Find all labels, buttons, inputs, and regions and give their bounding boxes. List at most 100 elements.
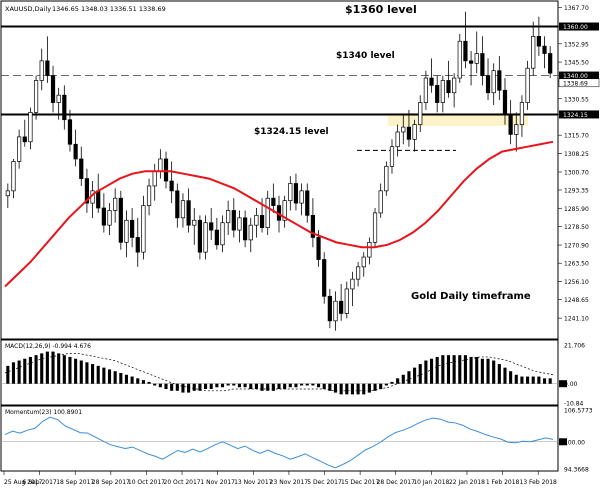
momentum-tick-label: 106.5773 bbox=[564, 408, 593, 415]
price-tick-label: 1263.50 bbox=[564, 261, 589, 268]
candle-bull bbox=[226, 210, 231, 224]
candle-bull bbox=[531, 35, 536, 69]
candle-bull bbox=[141, 205, 146, 253]
candle-bear bbox=[463, 40, 468, 62]
candle-bull bbox=[452, 77, 457, 94]
x-tick-label: 25 Aug 2017 bbox=[4, 479, 43, 486]
candle-bull bbox=[367, 242, 372, 258]
momentum-base-tag bbox=[559, 438, 567, 446]
price-tick-label: 1352.95 bbox=[564, 41, 589, 48]
price-tick-label: 1241.10 bbox=[564, 316, 589, 323]
candle-bull bbox=[372, 212, 378, 243]
momentum-panel-border bbox=[0, 405, 559, 472]
level-tag bbox=[559, 71, 599, 80]
candle-bull bbox=[288, 183, 293, 202]
moving-average-line bbox=[4, 140, 554, 288]
candle-bear bbox=[186, 200, 191, 226]
candle-bull bbox=[146, 185, 152, 206]
current-price-tag bbox=[558, 78, 600, 88]
candle-bull bbox=[237, 217, 242, 231]
candle-bull bbox=[11, 161, 16, 192]
candle-bull bbox=[28, 112, 33, 143]
candle-bear bbox=[497, 70, 502, 91]
candle-bull bbox=[124, 219, 129, 243]
candle-bear bbox=[130, 219, 135, 238]
candle-bear bbox=[310, 215, 315, 238]
candle-bull bbox=[39, 60, 44, 81]
macd-title: MACD(12,26,9) -0.994 4.676 bbox=[5, 343, 91, 350]
candle-bull bbox=[220, 222, 225, 246]
candle-bull bbox=[491, 70, 496, 94]
price-tick-label: 1270.90 bbox=[564, 243, 589, 250]
x-tick-label: 5 Dec 2017 bbox=[307, 479, 342, 486]
candle-bull bbox=[180, 200, 186, 219]
candle-bear bbox=[50, 75, 56, 103]
price-tick-label: 1315.70 bbox=[564, 133, 589, 140]
candle-bear bbox=[101, 207, 106, 226]
candle-bull bbox=[203, 222, 208, 253]
annotation-1324: $1324.15 level bbox=[254, 127, 329, 137]
macd-panel-border bbox=[0, 339, 559, 406]
candle-bear bbox=[293, 183, 299, 204]
candle-bear bbox=[480, 53, 485, 76]
candle-bear bbox=[429, 77, 434, 86]
candle-bull bbox=[152, 170, 157, 187]
candle-bull bbox=[395, 131, 400, 148]
candle-bear bbox=[62, 94, 67, 121]
level-tag bbox=[559, 22, 599, 31]
price-tick-label: 1293.35 bbox=[564, 187, 589, 194]
level-tag-label: 1360.00 bbox=[563, 24, 588, 31]
price-panel-border bbox=[0, 0, 559, 340]
candle-bear bbox=[209, 222, 214, 231]
candle-bull bbox=[248, 224, 253, 241]
candle-bear bbox=[67, 119, 73, 145]
candle-bear bbox=[243, 217, 248, 241]
candle-bear bbox=[502, 89, 508, 116]
x-tick-label: 6 Sep 2017 bbox=[23, 479, 57, 486]
quote-label: 1346.65 1348.03 1336.51 1338.69 bbox=[52, 5, 166, 13]
price-tick-label: 1330.55 bbox=[564, 96, 589, 103]
candle-bear bbox=[73, 143, 78, 160]
candle-bear bbox=[536, 35, 541, 47]
candle-bull bbox=[440, 80, 445, 103]
candle-bear bbox=[84, 178, 90, 204]
candle-bull bbox=[361, 256, 366, 268]
x-tick-label: 13 Feb 2018 bbox=[520, 479, 558, 486]
candle-bull bbox=[56, 94, 61, 103]
candle-bear bbox=[79, 158, 84, 179]
candle-bear bbox=[305, 190, 310, 216]
x-tick-label: 28 Dec 2017 bbox=[377, 479, 416, 486]
candle-bear bbox=[542, 45, 547, 54]
candle-bull bbox=[519, 102, 525, 125]
symbol-label: XAUUSD,Daily bbox=[5, 5, 51, 13]
x-tick-label: 28 Sep 2017 bbox=[92, 479, 130, 486]
x-tick-label: 10 Jan 2018 bbox=[413, 479, 449, 486]
x-tick-label: 13 Nov 2017 bbox=[234, 479, 273, 486]
candle-bear bbox=[316, 237, 321, 260]
x-tick-label: 10 Oct 2017 bbox=[128, 479, 165, 486]
candle-bear bbox=[163, 158, 169, 182]
candle-bull bbox=[412, 124, 417, 140]
x-tick-label: 1 Feb 2018 bbox=[486, 479, 520, 486]
candle-bear bbox=[45, 60, 50, 76]
candle-bear bbox=[175, 190, 180, 219]
momentum-title: Momentum(23) 100.8901 bbox=[5, 409, 82, 416]
candle-bull bbox=[282, 200, 287, 221]
x-tick-label: 1 Nov 2017 bbox=[200, 479, 235, 486]
candle-bear bbox=[135, 237, 140, 253]
annotation-1360: $1360 level bbox=[345, 3, 417, 16]
level-tag-label: 1340.00 bbox=[563, 73, 588, 80]
candle-bear bbox=[96, 190, 101, 209]
candle-bull bbox=[423, 77, 428, 103]
price-tick-label: 1367.70 bbox=[564, 5, 589, 12]
candle-bull bbox=[113, 197, 118, 211]
macd-tick-label: 21.706 bbox=[564, 343, 585, 350]
candle-bear bbox=[22, 136, 27, 143]
support-zone-highlight bbox=[388, 113, 528, 126]
price-tick-label: 1300.70 bbox=[564, 169, 589, 176]
candle-bull bbox=[107, 210, 112, 226]
candle-bull bbox=[265, 197, 270, 228]
x-tick-label: 23 Nov 2017 bbox=[270, 479, 309, 486]
candle-bull bbox=[384, 165, 389, 192]
